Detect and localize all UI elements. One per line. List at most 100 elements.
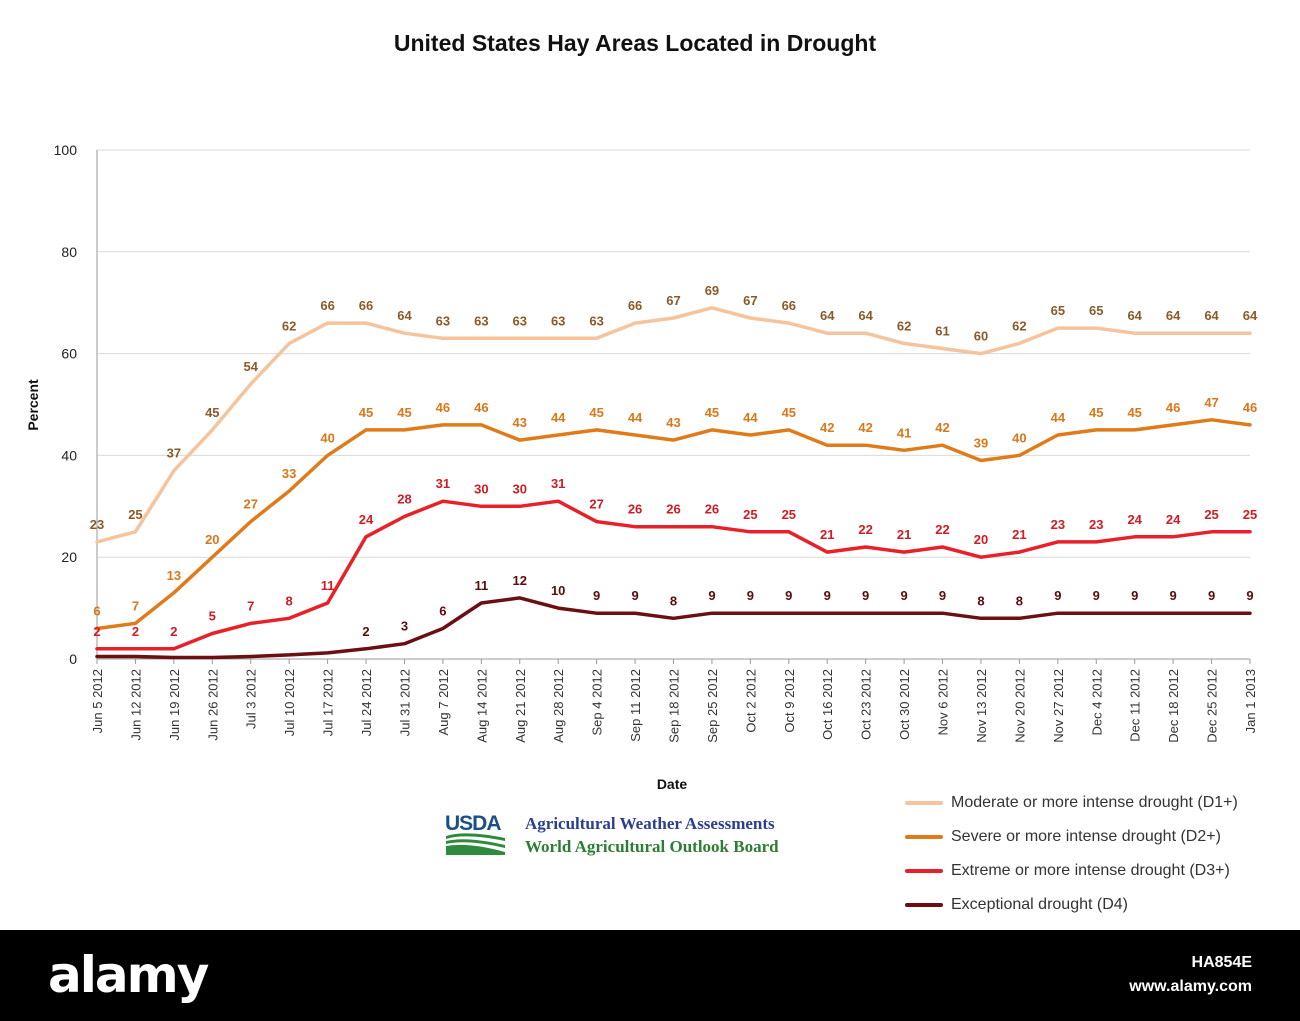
legend-label-d3: Extreme or more intense drought (D3+) [951,862,1230,879]
data-label-series-2: 40 [1012,430,1026,445]
data-label-series-1: 63 [474,313,488,328]
x-tick-label: Jul 10 2012 [282,669,297,736]
data-label-series-2: 43 [513,415,527,430]
data-label-series-4: 9 [939,588,946,603]
data-label-series-3: 23 [1089,517,1103,532]
data-label-series-1: 37 [167,446,181,461]
data-label-series-1: 62 [897,318,911,333]
data-label-series-1: 63 [513,313,527,328]
x-tick-label: Dec 11 2012 [1128,669,1143,742]
data-label-series-1: 45 [205,405,219,420]
legend-swatch-d3 [905,869,943,873]
data-label-series-2: 20 [205,532,219,547]
grid-layer [96,149,1251,664]
data-label-series-3: 24 [1166,512,1181,527]
data-label-series-3: 30 [513,481,527,496]
usda-logo-text: USDA [445,812,502,835]
data-label-series-3: 23 [1051,517,1065,532]
data-label-series-3: 25 [1204,507,1218,522]
x-tick-label: Jul 31 2012 [397,669,412,736]
data-label-series-4: 9 [747,588,754,603]
x-tick-label: Dec 18 2012 [1166,669,1181,743]
data-label-series-2: 40 [320,430,334,445]
data-label-series-4: 11 [474,578,488,593]
data-label-series-1: 66 [782,298,796,313]
data-label-series-4: 9 [785,588,792,603]
data-label-series-4: 8 [977,593,984,608]
x-tick-label: Sep 25 2012 [705,669,720,743]
legend-label-d1: Moderate or more intense drought (D1+) [951,794,1238,811]
data-label-series-4: 9 [708,588,715,603]
data-label-series-3: 2 [170,624,177,639]
data-label-series-3: 25 [743,507,757,522]
x-tick-label: Jul 24 2012 [359,669,374,736]
data-label-series-2: 44 [1051,410,1066,425]
x-tick-label: Jul 17 2012 [321,669,336,736]
data-label-series-4: 9 [1093,588,1100,603]
x-tick-label: Nov 13 2012 [974,669,989,743]
data-label-series-1: 63 [589,313,603,328]
data-label-series-3: 24 [359,512,374,527]
chart-title: United States Hay Areas Located in Droug… [393,30,877,56]
data-label-series-1: 64 [1243,308,1258,323]
data-label-series-1: 64 [397,308,412,323]
x-tick-label: Oct 23 2012 [859,669,874,740]
legend-item-d3: Extreme or more intense drought (D3+) [905,854,1285,888]
data-label-series-2: 44 [628,410,643,425]
chart-svg: Percent Date 0 20 40 60 80 100 Jun 5 2012 Jun 1… [25,142,1258,792]
y-tick-label: 60 [61,346,77,362]
data-label-series-4: 12 [513,573,527,588]
y-tick-label: 0 [69,651,77,667]
watermark-image-id: HA854E [1191,954,1252,971]
watermark-brand: alamy [48,946,209,1004]
data-label-series-2: 42 [858,420,872,435]
x-tick-label: Oct 9 2012 [782,669,797,733]
data-label-series-3: 22 [858,522,872,537]
data-label-series-3: 8 [286,593,293,608]
data-label-series-1: 60 [974,329,988,344]
x-tick-label: Sep 4 2012 [590,669,605,736]
series-line-1 [95,306,1252,544]
data-label-series-4: 9 [631,588,638,603]
data-label-series-1: 66 [628,298,642,313]
legend-swatch-d1 [905,801,943,805]
data-label-series-3: 28 [397,491,411,506]
data-label-series-3: 31 [551,476,565,491]
data-label-series-3: 20 [974,532,988,547]
data-label-series-3: 30 [474,481,488,496]
data-label-series-1: 64 [820,308,835,323]
x-tick-label: Aug 21 2012 [513,669,528,743]
data-label-series-2: 45 [782,405,796,420]
legend: Moderate or more intense drought (D1+) S… [905,786,1285,922]
data-label-series-1: 54 [243,359,258,374]
y-tick-label: 40 [61,447,77,463]
data-label-series-4: 9 [1208,588,1215,603]
x-tick-label: Jun 5 2012 [90,669,105,733]
data-label-series-1: 67 [743,293,757,308]
data-label-series-4: 9 [593,588,600,603]
data-label-series-1: 67 [666,293,680,308]
x-tick-label: Nov 6 2012 [936,669,951,736]
legend-item-d4: Exceptional drought (D4) [905,888,1285,922]
data-label-series-2: 46 [1243,400,1257,415]
data-label-series-1: 62 [282,318,296,333]
data-label-series-1: 66 [359,298,373,313]
usda-line-2: World Agricultural Outlook Board [525,837,779,856]
axis-layer: Percent Date 0 20 40 60 80 100 Jun 5 2012 Jun 1… [25,142,1258,792]
legend-swatch-d4 [905,903,943,907]
legend-item-d2: Severe or more intense drought (D2+) [905,820,1285,854]
data-label-series-4: 10 [551,583,565,598]
data-label-series-2: 7 [132,598,139,613]
x-tick-label: Jul 3 2012 [244,669,259,729]
x-tick-label: Jun 19 2012 [167,669,182,741]
legend-label-d4: Exceptional drought (D4) [951,896,1128,913]
data-label-series-4: 9 [1246,588,1253,603]
x-tick-label: Aug 7 2012 [436,669,451,736]
data-label-series-1: 63 [551,313,565,328]
x-tick-label: Dec 25 2012 [1205,669,1220,743]
x-tick-label: Dec 4 2012 [1089,669,1104,736]
data-label-series-1: 69 [705,283,719,298]
data-label-series-1: 65 [1051,303,1065,318]
x-tick-label: Nov 20 2012 [1012,669,1027,743]
data-label-series-4: 8 [670,593,677,608]
